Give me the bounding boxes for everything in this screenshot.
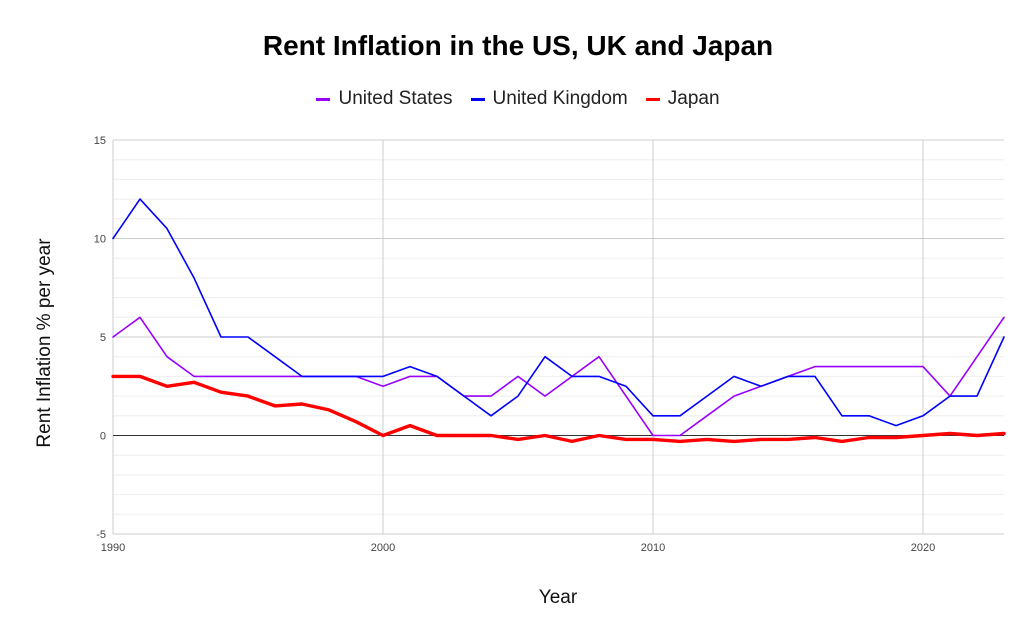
legend: United States United Kingdom Japan bbox=[0, 88, 1036, 110]
legend-label-uk: United Kingdom bbox=[492, 88, 628, 109]
x-tick-label: 2020 bbox=[911, 542, 935, 554]
legend-swatch-us bbox=[316, 97, 331, 101]
series-line-united-kingdom bbox=[112, 198, 1005, 427]
series-line-japan bbox=[111, 374, 1006, 444]
x-tick-label: 1990 bbox=[101, 542, 125, 554]
x-tick-labels: 1990 2000 2010 2020 bbox=[101, 542, 935, 554]
y-tick-label: 5 bbox=[100, 332, 106, 344]
legend-swatch-japan bbox=[645, 97, 660, 101]
chart-title: Rent Inflation in the US, UK and Japan bbox=[262, 30, 774, 61]
x-tick-label: 2010 bbox=[641, 542, 665, 554]
y-tick-label: 10 bbox=[94, 234, 106, 246]
y-tick-label: -5 bbox=[96, 529, 106, 541]
y-tick-label: 15 bbox=[94, 135, 106, 147]
legend-item-japan[interactable]: Japan bbox=[645, 88, 720, 110]
legend-item-us[interactable]: United States bbox=[316, 88, 453, 110]
y-tick-label: 0 bbox=[100, 431, 106, 443]
x-tick-label: 2000 bbox=[371, 542, 395, 554]
series-line-united-states bbox=[112, 316, 1005, 437]
y-tick-labels: -5 0 5 10 15 bbox=[94, 135, 106, 541]
x-axis-label: Year bbox=[539, 587, 578, 608]
series-lines bbox=[111, 198, 1006, 444]
legend-label-japan: Japan bbox=[667, 88, 720, 109]
y-axis-label: Rent Inflation % per year bbox=[34, 238, 55, 448]
legend-swatch-uk bbox=[470, 97, 485, 101]
legend-label-us: United States bbox=[338, 88, 453, 109]
legend-item-uk[interactable]: United Kingdom bbox=[470, 88, 628, 110]
